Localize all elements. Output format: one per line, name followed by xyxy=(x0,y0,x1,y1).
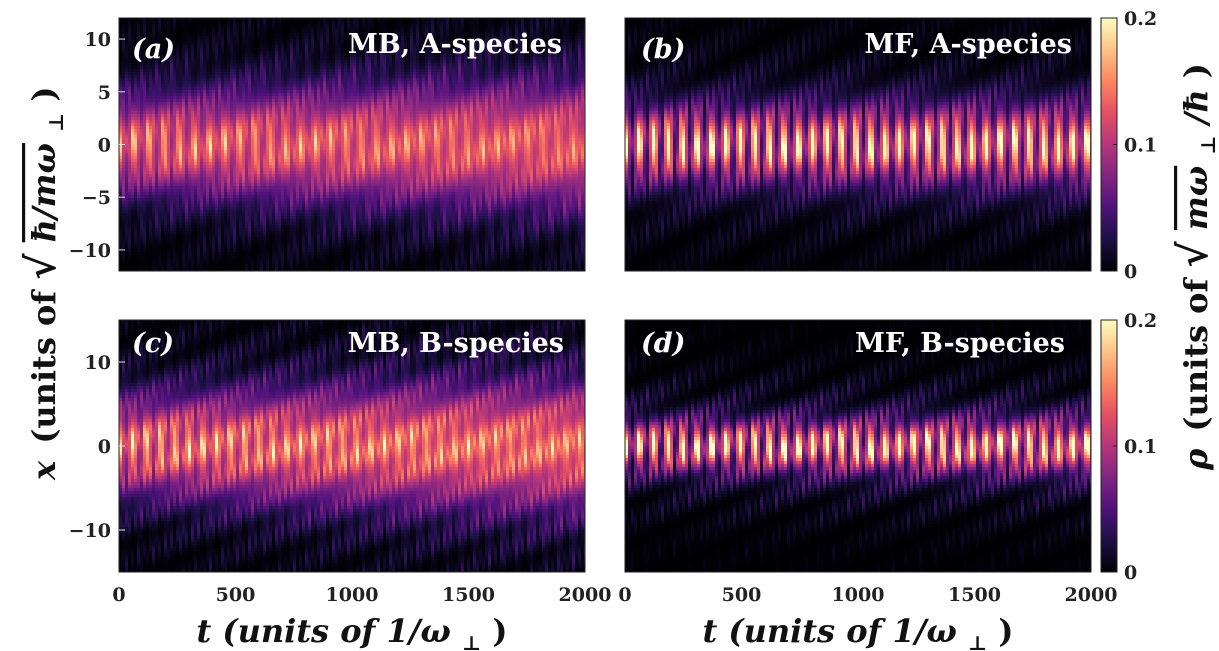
panel-a: (a) MB, A-species 1050−5−10 xyxy=(69,18,585,271)
